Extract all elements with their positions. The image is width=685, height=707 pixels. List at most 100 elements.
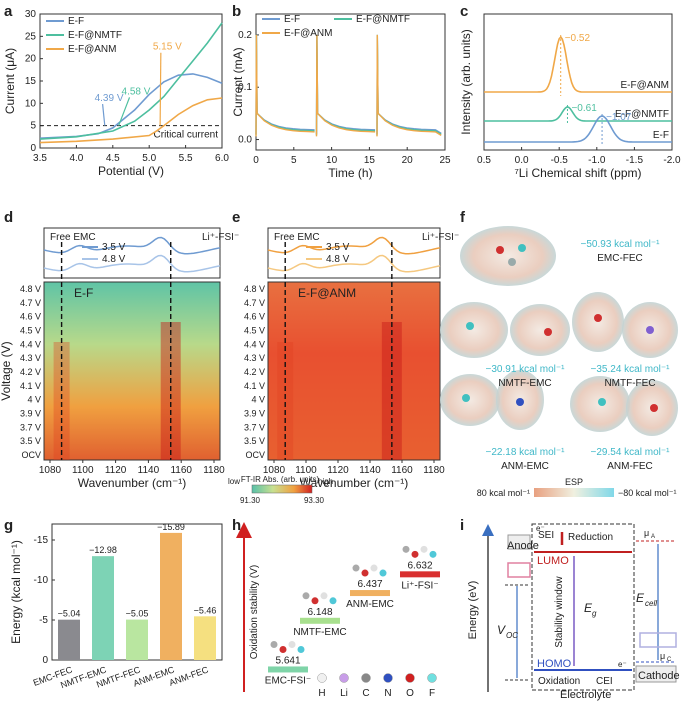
spectrum-line-3.5 V [267,236,441,255]
series-line-E-F@NMTF [255,34,442,136]
x-tick-label: 1120 [105,465,127,476]
spectrum-frame [43,227,221,279]
y-tick-label: 0.2 [238,30,252,41]
bar-value-label: −5.05 [126,609,149,619]
y-tick-label: 10 [25,98,37,109]
legend-atom-label: N [384,688,391,699]
band-label-free-emc: Free EMC [50,232,96,243]
y-tick-label: 4.5 V [244,326,265,336]
legend-atom-H [317,673,327,683]
bar-value-label: −12.98 [89,545,117,555]
panel-i-energy-diagram: Energy (eV) Anode V OC LUMO HOMO SEI Reduction O… [467,523,680,701]
panel-letter-h: h [232,517,241,534]
esp-surface [460,226,556,286]
esp-surface [440,374,500,426]
bar-value-label: −15.89 [157,522,185,532]
x-tick-label: 6.0 [215,153,229,164]
peak-label: −1.07 [606,112,632,123]
level-bar-EMC-FSI⁻ [268,666,308,673]
heatmap-body [43,281,221,461]
x-tick-label: 1140 [359,465,381,476]
panel-b-line-chart: 0 5 10 15 20 25 0.0 0.1 0.2 Time (h) Current (mA) E… [231,13,451,180]
y-tick-label: 4 V [27,395,41,405]
eg-sub: g [592,609,597,618]
x-tick-label: 1100 [72,465,94,476]
colorbar-max: 93.30 [304,496,325,505]
x-tick-label: 1120 [327,465,349,476]
muc-label: μ [660,651,665,661]
legend-atom-label: Li [340,688,348,699]
y-tick-label: 30 [25,9,37,20]
x-axis-label: Time (h) [328,166,372,180]
y-tick-label: 3.9 V [20,409,41,419]
x-category-label: ANM-FEC [168,664,210,688]
y-tick-label: 4.6 V [20,312,41,322]
mua-sub: A [651,534,655,540]
mol-atom [279,645,287,653]
x-tick-label: -1.5 [626,155,644,166]
level-bar-Li⁺-FSI⁻ [400,571,440,578]
panel-c-nmr-chart: 0.5 0.0 -0.5 -1.0 -1.5 -2.0 ⁷Li Chemical shift… [459,13,681,180]
y-tick-label: -15 [34,535,49,546]
anode-label: Anode [507,540,539,552]
x-tick-label: 15 [364,155,376,166]
series-name-label: E-F@ANM [621,80,669,91]
y-tick-label: 4.4 V [20,339,41,349]
y-tick-label: 4.7 V [244,298,265,308]
bar-value-label: −5.46 [194,605,217,615]
complex-name: EMC-FEC [597,253,643,264]
stability-window-label: Stability window [554,576,565,648]
complex-name: NMTF-EMC [498,378,551,389]
x-tick-label: 4.5 [106,153,120,164]
esp-title: ESP [565,477,583,487]
anode-box [507,534,531,550]
panel-letter-b: b [232,3,241,20]
series-name-label: E-F@NMTF [615,109,669,120]
legend-atom-label: O [406,688,414,699]
x-tick-label: 1080 [263,465,286,476]
level-bar-ANM-EMC [350,590,390,597]
level-name: Li⁺-FSI⁻ [401,580,438,591]
legend-label: E-F@NMTF [356,14,410,25]
level-value: 5.641 [275,655,300,666]
panel-h-oxidation-stability: Oxidation stability (V) 5.641 EMC-FSI⁻ 6.14… [236,522,440,699]
legend-atom-label: C [362,688,369,699]
complex-name: ANM-FEC [607,461,653,472]
mol-atom [402,545,410,553]
atom [508,258,516,266]
legend-atom-label: H [318,688,325,699]
homo-label: HOMO [537,658,572,670]
legend-label: E-F [68,16,84,27]
x-tick-label: 5.5 [179,153,193,164]
ecell-sub: cell [645,599,657,608]
band-label-li-fsi: Li⁺-FSI⁻ [422,232,459,243]
y-tick-label: 4.3 V [20,353,41,363]
bar-ANM-FEC [194,616,216,660]
electron-label-2: e⁻ [618,660,627,669]
y-tick-label: 4 V [251,395,265,405]
energy-axis-label: Energy (eV) [467,581,479,640]
y-axis-label: Voltage (V) [0,341,13,400]
mol-atom [420,545,428,553]
x-tick-label: 25 [439,155,451,166]
mol-atom [361,569,369,577]
electron-label-1: e⁻ [536,524,545,533]
spectrum-line-3.5 V [43,236,221,255]
legend-atom-C [361,673,371,683]
x-tick-label: 1080 [39,465,62,476]
x-tick-label: 0.0 [515,155,529,166]
muc-sub: C [667,657,672,663]
colorbar-low: low [228,477,240,486]
panel-letter-f: f [460,209,466,226]
bar-NMTF-EMC [92,556,114,660]
bar-ANM-EMC [160,532,182,660]
y-tick-label: 3.9 V [244,409,265,419]
x-tick-label: 5.0 [142,153,156,164]
annotation-label: 5.15 V [153,42,182,53]
bar-value-label: −5.04 [58,609,81,619]
ftir-colorbar: FT-IR Abs. (arb. units)low high 91.30 93.30 [228,475,333,505]
level-value: 6.148 [307,607,332,618]
y-tick-label: 25 [25,31,37,42]
panel-letter-c: c [460,3,468,20]
